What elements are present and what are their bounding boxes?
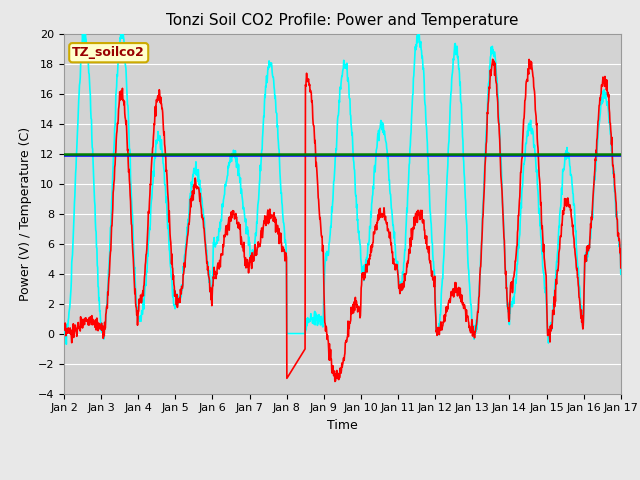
Text: TZ_soilco2: TZ_soilco2 bbox=[72, 46, 145, 59]
Title: Tonzi Soil CO2 Profile: Power and Temperature: Tonzi Soil CO2 Profile: Power and Temper… bbox=[166, 13, 518, 28]
Y-axis label: Power (V) / Temperature (C): Power (V) / Temperature (C) bbox=[19, 127, 32, 300]
X-axis label: Time: Time bbox=[327, 419, 358, 432]
